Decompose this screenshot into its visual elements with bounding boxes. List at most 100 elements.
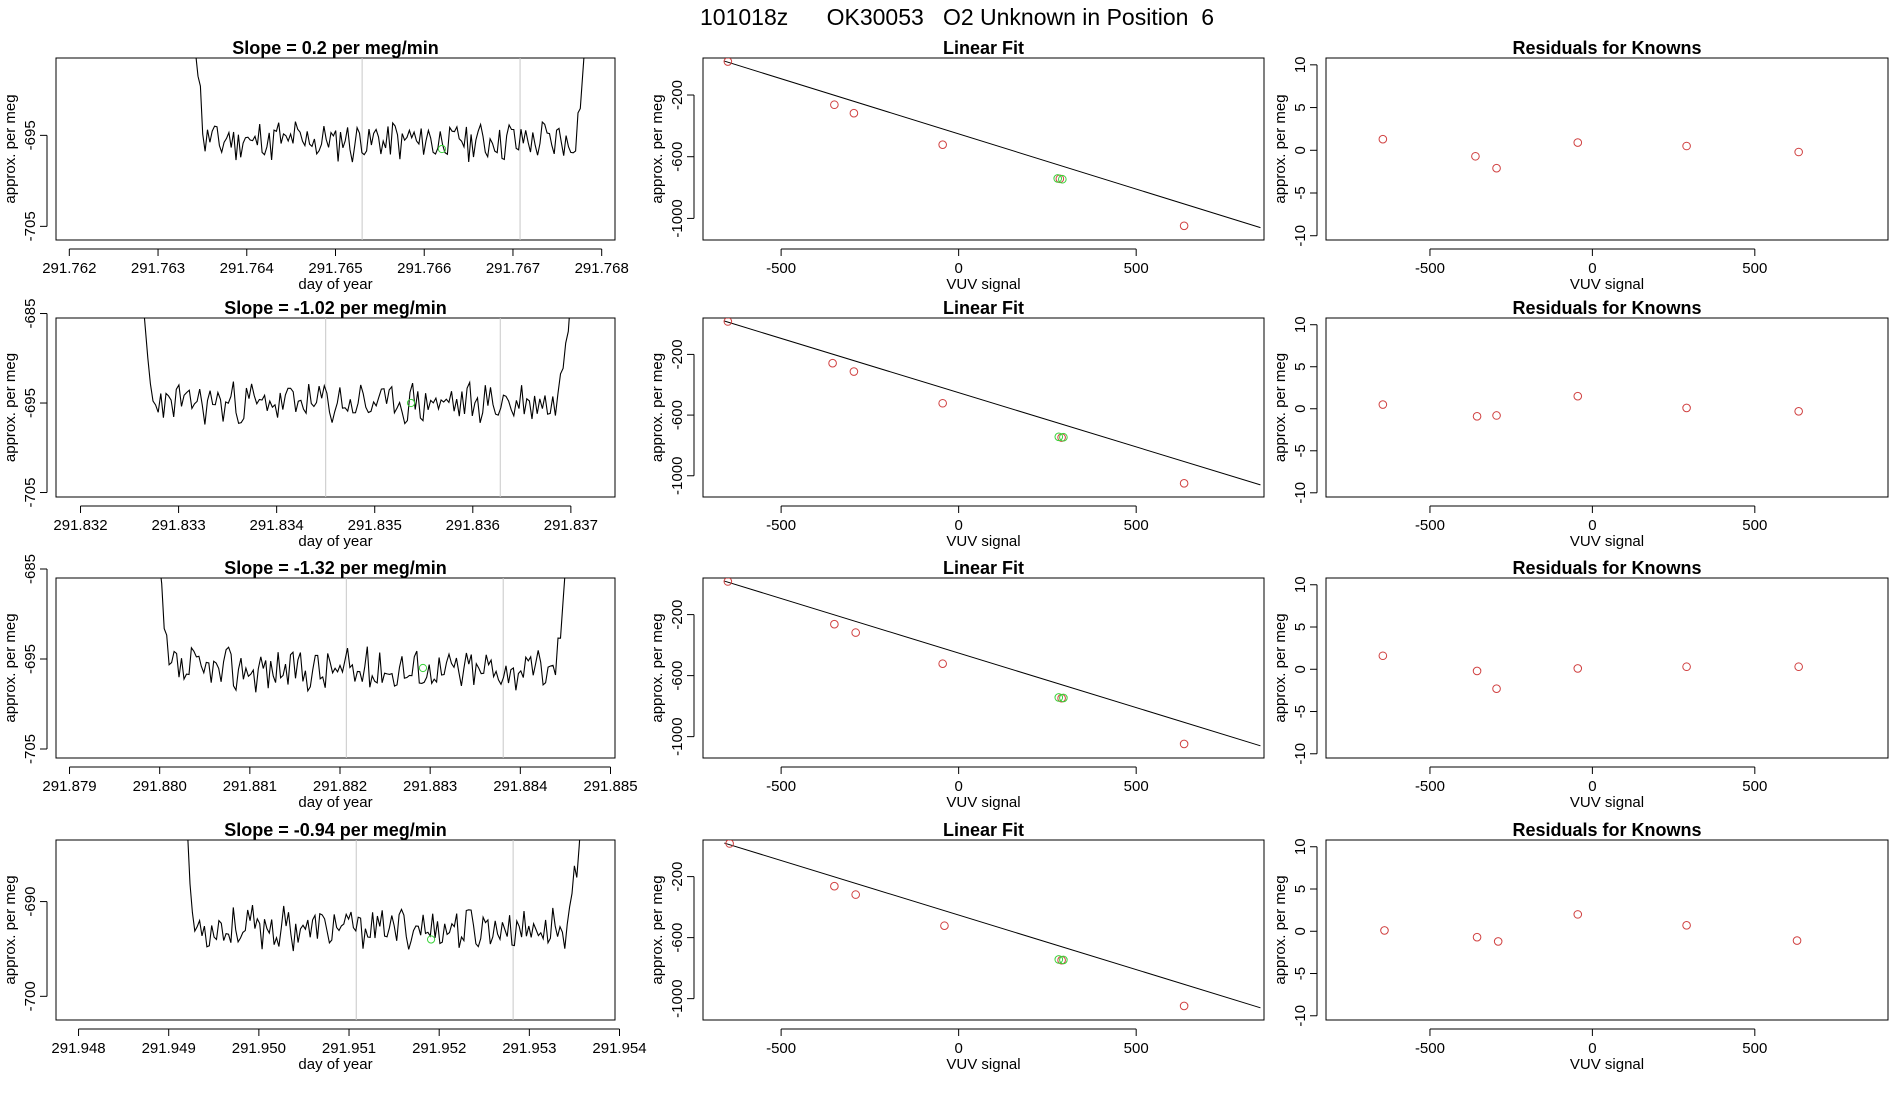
y-tick-label: 10 [1292,838,1309,855]
known-point [830,100,839,110]
residual-point [1471,151,1480,161]
y-axis-label: approx. per meg [2,613,19,722]
unknown-point [1054,955,1064,964]
x-axis-label: day of year [298,794,372,811]
panel-time-series-row-2: Slope = -1.02 per meg/min 291.832 291.833 2… [2,298,616,550]
x-tick-label: 291.950 [232,1040,286,1057]
y-tick-label: 0 [1292,665,1309,673]
plot-frame [1325,839,1889,1021]
x-axis-label: VUV signal [1570,794,1644,811]
y-axis-label: approx. per meg [649,613,666,722]
unknown-point [1054,693,1064,702]
residual-point [1794,662,1803,672]
x-axis-label: VUV signal [1570,533,1644,550]
y-tick-label: -5 [1292,967,1309,980]
plot-area [187,840,581,1020]
x-tick-label: 291.833 [151,517,205,534]
x-tick-label: 291.882 [313,778,367,795]
y-axis-label: approx. per meg [2,875,19,984]
plot-area [195,58,585,240]
plot-frame [55,839,616,1021]
y-axis-label: approx. per meg [2,353,19,462]
y-tick-label: -5 [1292,444,1309,457]
x-axis-label: VUV signal [946,533,1020,550]
residual-point [1573,910,1583,919]
y-axis-label: approx. per meg [2,94,19,203]
y-tick-label: -695 [22,644,39,674]
unknown-point [418,663,428,673]
y-tick-label: -1000 [669,199,686,237]
x-tick-label: 291.883 [403,778,457,795]
y-tick-label: 5 [1292,363,1309,371]
panel-title: Slope = -1.02 per meg/min [224,298,447,318]
y-tick-label: 10 [1292,56,1309,73]
unknown-point [1054,432,1064,442]
y-tick-label: -200 [669,80,686,110]
unknown-point [437,144,447,154]
panel-title: Residuals for Knowns [1512,38,1701,58]
y-tick-label: -200 [669,339,686,369]
x-tick-label: -500 [1415,517,1445,534]
plot-frame [702,839,1265,1021]
y-tick-label: 0 [1292,405,1309,413]
y-tick-label: 0 [1292,927,1309,935]
y-axis-label: approx. per meg [1272,353,1289,462]
x-tick-label: 291.765 [308,260,362,277]
x-axis-label: VUV signal [946,1056,1020,1073]
x-tick-label: 500 [1124,1040,1149,1057]
plot-frame [702,57,1265,241]
residual-point [1573,664,1583,673]
plot-area [1378,391,1803,421]
residual-point [1682,921,1691,930]
known-point [830,881,839,891]
residual-point [1378,400,1388,409]
y-tick-label: -600 [669,923,686,953]
x-tick-label: 291.880 [133,778,187,795]
known-point [1179,739,1189,749]
panel-linear-fit-row-1: Linear Fit -500 0 500 VUV signal -200 -600 -100… [649,38,1265,293]
x-tick-label: 291.836 [446,517,500,534]
y-tick-label: -705 [22,478,39,508]
residual-point [1472,412,1482,421]
x-tick-label: -500 [766,778,796,795]
y-tick-label: -10 [1292,743,1309,765]
x-tick-label: 291.837 [544,517,598,534]
plot-frame [55,577,616,759]
panel-linear-fit-row-4: Linear Fit -500 0 500 VUV signal -200 -600 -100… [649,820,1265,1073]
x-tick-label: 500 [1742,517,1767,534]
panel-time-series-row-1: Slope = 0.2 per meg/min 291.762 291.763 291… [2,38,629,293]
known-point [849,108,859,118]
plot-area [723,318,1261,488]
unknown-point [1058,174,1067,184]
x-tick-label: 291.879 [42,778,96,795]
panel-title: Residuals for Knowns [1512,558,1701,578]
y-tick-label: -700 [22,981,39,1011]
y-tick-label: -1000 [669,979,686,1017]
known-point [851,890,860,899]
y-tick-label: 5 [1292,885,1309,893]
residual-point [1573,138,1583,147]
plot-area [724,840,1261,1011]
x-tick-label: 0 [1588,1040,1596,1057]
x-tick-label: 0 [1588,517,1596,534]
y-tick-label: -685 [22,554,39,584]
x-axis-label: day of year [298,276,372,293]
residual-point [1472,932,1482,942]
x-tick-label: 291.835 [348,517,402,534]
x-tick-label: -500 [1415,260,1445,277]
panel-time-series-row-4: Slope = -0.94 per meg/min 291.948 291.949 2… [2,820,647,1073]
residual-point [1794,147,1803,157]
x-tick-label: -500 [766,517,796,534]
y-tick-label: -200 [669,600,686,630]
x-tick-label: 291.952 [412,1040,466,1057]
panel-title: Linear Fit [943,558,1024,578]
x-tick-label: 500 [1124,778,1149,795]
x-tick-label: 291.766 [397,260,451,277]
y-tick-label: -1000 [669,717,686,755]
x-tick-label: 291.834 [250,517,304,534]
known-point [938,398,947,408]
series-line [187,840,581,952]
y-tick-label: -5 [1292,186,1309,199]
plot-area [160,578,566,758]
panel-linear-fit-row-3: Linear Fit -500 0 500 VUV signal -200 -600 -100… [649,558,1265,811]
